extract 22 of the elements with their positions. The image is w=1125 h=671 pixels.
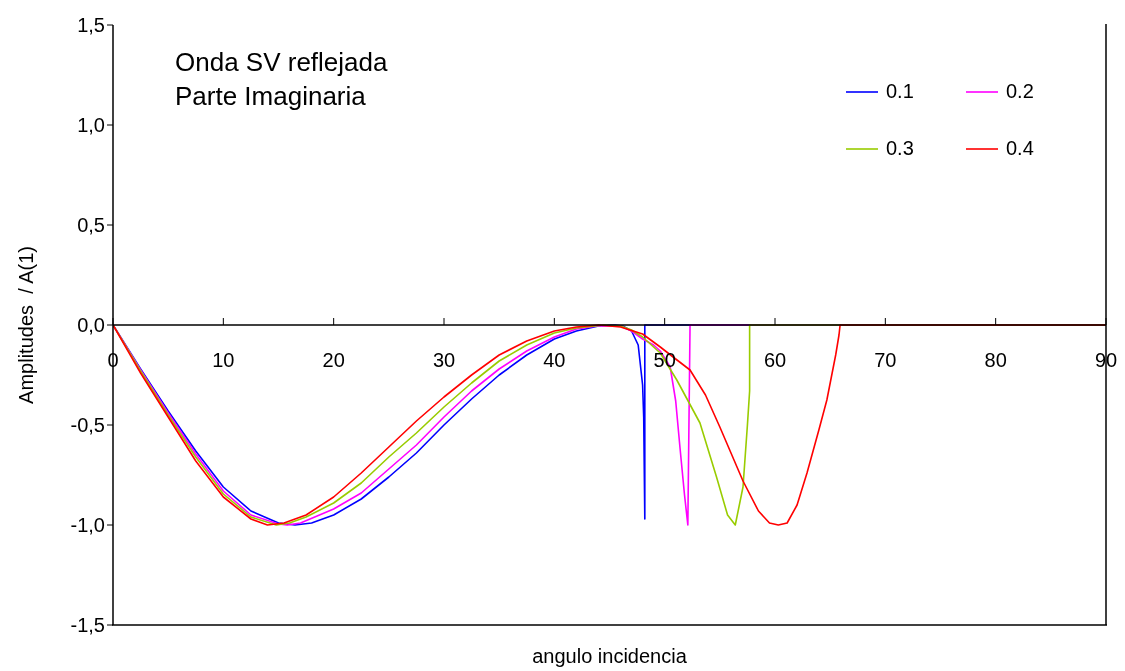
text: Onda SV reflejada bbox=[175, 46, 388, 79]
y-tick-label: -0,5 bbox=[70, 414, 105, 437]
legend-label: 0.2 bbox=[1006, 80, 1034, 103]
y-axis-title: Amplitudes / A(1) bbox=[14, 246, 38, 404]
y-tick-label: 1,5 bbox=[77, 14, 105, 37]
legend-label: 0.3 bbox=[886, 137, 914, 160]
text: Parte Imaginaria bbox=[175, 80, 366, 113]
legend-label: 0.1 bbox=[886, 80, 914, 103]
x-tick-label: 10 bbox=[212, 349, 235, 371]
y-tick-label: 1,0 bbox=[77, 114, 105, 137]
y-tick-label: -1,5 bbox=[70, 614, 105, 637]
legend-label: 0.4 bbox=[1006, 137, 1034, 160]
x-tick-label: 40 bbox=[543, 349, 566, 371]
x-tick-label: 20 bbox=[322, 349, 345, 371]
y-tick-label: -1,0 bbox=[70, 514, 105, 537]
y-tick-label: 0,5 bbox=[77, 214, 105, 237]
x-tick-label: 60 bbox=[763, 349, 787, 371]
x-axis-title: angulo incidencia bbox=[532, 645, 687, 668]
x-tick-label: 80 bbox=[984, 349, 1007, 371]
x-tick-label: 70 bbox=[874, 349, 897, 371]
x-tick-label: 30 bbox=[432, 349, 456, 371]
y-tick-label: 0,0 bbox=[77, 314, 105, 337]
